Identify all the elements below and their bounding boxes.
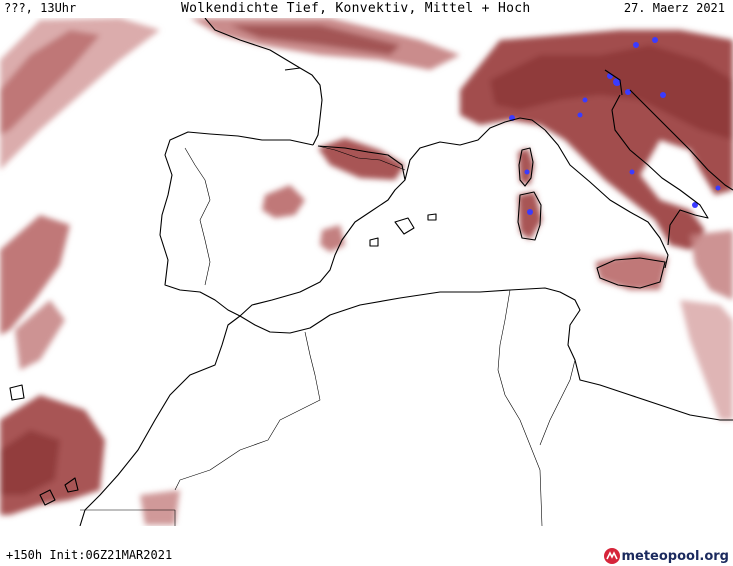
coast-canary-1 [39, 489, 56, 506]
forecast-weekday-time: ???, 13Uhr [4, 1, 77, 15]
coast-france-north [204, 18, 301, 69]
coast-canary-2 [64, 477, 79, 493]
convective-cell [652, 37, 658, 43]
coast-corsica [518, 147, 534, 187]
map-header: ???, 13Uhr Wolkendichte Tief, Konvektiv,… [0, 0, 733, 18]
coast-sicily [596, 257, 666, 289]
border-algeria-tunisia [497, 289, 543, 526]
cloud-field-canaries-s [140, 490, 180, 525]
brand-name: meteopool.org [621, 548, 729, 564]
coast-iberia [159, 131, 406, 317]
brand-logo[interactable]: meteopool.org [603, 546, 729, 566]
cloud-field-alps-core [490, 45, 733, 140]
coast-adriatic [604, 69, 733, 191]
cloud-field-canaries-core [0, 430, 60, 495]
convective-cell [629, 169, 635, 175]
map-footer: +150h Init:06Z21MAR2021 meteopool.org [0, 526, 733, 566]
border-pyrenees [317, 145, 406, 171]
map-title: Wolkendichte Tief, Konvektiv, Mittel + H… [181, 1, 531, 16]
cloud-field-sicily [595, 252, 668, 290]
coast-mallorca [394, 217, 415, 235]
border-morocco-algeria [174, 331, 321, 491]
coast-north-africa [239, 287, 733, 421]
coastlines [9, 18, 733, 526]
convective-cell [582, 97, 588, 103]
convective-cell [660, 92, 666, 98]
cloud-field-ionian [690, 230, 733, 300]
coast-france-med [404, 117, 546, 181]
convective-cells [509, 37, 721, 215]
cloud-field-atlantic-nw-core [0, 30, 100, 135]
cloud-field-pyrenees [318, 138, 405, 180]
convective-cell [613, 78, 621, 86]
cloud-field-east-spain [320, 225, 345, 252]
convective-cell [692, 202, 698, 208]
coast-italy-east [611, 94, 709, 246]
coast-france-atlantic [284, 67, 323, 146]
convective-cell [577, 112, 583, 118]
forecast-date: 27. Maerz 2021 [623, 1, 725, 15]
border-western-sahara [80, 509, 176, 526]
coast-menorca [427, 213, 437, 221]
coast-morocco-atlantic [79, 315, 241, 526]
convective-cell [625, 89, 631, 95]
coast-ibiza [369, 237, 379, 247]
convective-cell [633, 42, 639, 48]
cloud-field-atlantic-w [0, 215, 70, 335]
cloud-cover-layer [0, 18, 733, 525]
cloud-field-east-med [680, 300, 733, 420]
border-portugal-spain [184, 147, 211, 286]
cloud-field-france-core [230, 25, 400, 55]
meteopool-logo-icon [604, 548, 621, 564]
cloud-field-atlantic-w2 [15, 300, 65, 370]
coast-sardinia [517, 191, 542, 241]
convective-cell [715, 185, 721, 191]
cloud-field-spain [262, 185, 305, 218]
forecast-run-info: +150h Init:06Z21MAR2021 [6, 548, 173, 562]
border-tunisia-libya [539, 359, 576, 446]
convective-cell [527, 209, 533, 215]
convective-cell [524, 169, 530, 175]
cloud-field-corsica [518, 148, 534, 185]
coast-italy-west [544, 129, 669, 269]
coast-canary-3 [9, 384, 25, 401]
cloud-cover-map [0, 18, 733, 526]
cloud-field-sardinia [518, 192, 542, 240]
